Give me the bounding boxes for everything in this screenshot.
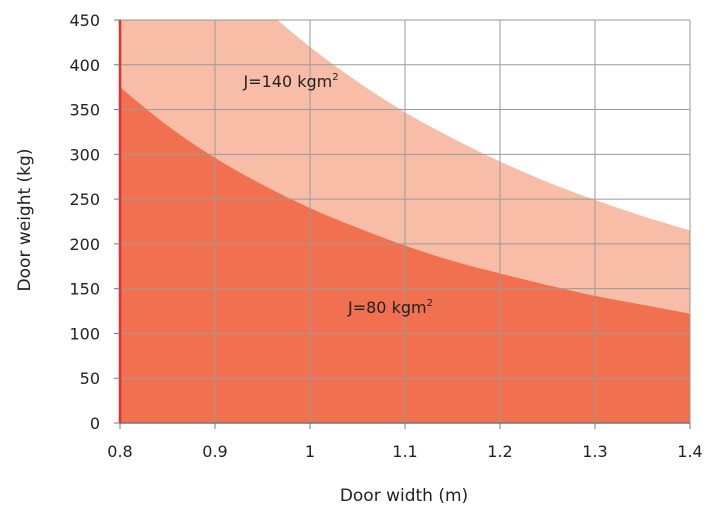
y-tick-labels: 0 50 100 150 200 250 300 350 400 450 <box>69 11 120 433</box>
y-tick-label: 300 <box>69 145 100 164</box>
x-tick-label: 0.9 <box>202 442 227 461</box>
y-tick-label: 200 <box>69 235 100 254</box>
annotations: J=140 kgm2 J=80 kgm2 <box>243 72 433 317</box>
x-tick-label: 1.3 <box>582 442 607 461</box>
x-axis-title: Door width (m) <box>340 486 468 506</box>
y-tick-label: 50 <box>80 369 100 388</box>
y-tick-label: 450 <box>69 11 100 30</box>
x-tick-label: 0.8 <box>107 442 132 461</box>
x-tick-label: 1.4 <box>677 442 702 461</box>
x-tick-labels: 0.8 0.9 1 1.1 1.2 1.3 1.4 <box>107 423 703 461</box>
y-tick-label: 100 <box>69 324 100 343</box>
x-tick-label: 1.1 <box>392 442 417 461</box>
y-tick-label: 0 <box>90 414 100 433</box>
y-tick-label: 250 <box>69 190 100 209</box>
grid-layer <box>120 19 691 423</box>
series-annotation-1: J=140 kgm2 <box>243 72 339 91</box>
y-axis-title: Door weight (kg) <box>15 149 35 292</box>
x-tick-label: 1.2 <box>487 442 512 461</box>
y-tick-label: 350 <box>69 101 100 120</box>
series-annotation-2: J=80 kgm2 <box>347 298 433 317</box>
y-tick-label: 150 <box>69 280 100 299</box>
x-tick-label: 1 <box>305 442 315 461</box>
y-tick-label: 400 <box>69 56 100 75</box>
